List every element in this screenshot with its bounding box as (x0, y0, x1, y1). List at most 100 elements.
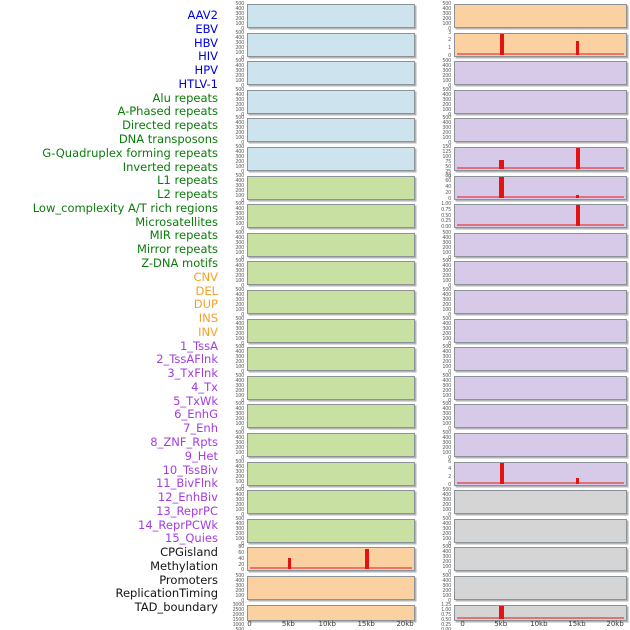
y-tick-label: 500 (235, 372, 244, 379)
track-panel-left-13 (247, 375, 415, 400)
track-panel-left-1 (247, 32, 415, 57)
y-tick-label: 60 (445, 178, 451, 185)
y-tick-label: 500 (442, 344, 451, 351)
y-tick-label: 400 (442, 349, 451, 356)
y-tick-label: 300 (442, 268, 451, 275)
y-tick-label: 500 (235, 144, 244, 150)
y-tick-label: 0 (241, 426, 244, 433)
y-tick-label: 300 (235, 354, 244, 361)
track-label: HIV (198, 49, 218, 64)
y-tick-label: 500 (442, 115, 451, 122)
y-tick-label: 0.75 (441, 206, 451, 213)
y-tick-labels: 500 400 300 200 100 0 (214, 258, 244, 290)
y-tick-label: 200 (235, 302, 244, 308)
y-tick-label: 500 (235, 573, 244, 579)
track-panel-right-9 (454, 261, 627, 286)
track-label: INV (198, 324, 218, 339)
y-tick-label: 400 (442, 406, 451, 413)
y-tick-label: 0 (448, 340, 451, 347)
y-tick-labels: 500 400 300 200 100 0 (421, 316, 451, 347)
y-tick-label: 500 (442, 258, 451, 265)
track-label: L2 repeats (157, 187, 218, 202)
y-tick-label: 400 (235, 120, 244, 127)
y-tick-label: 100 (235, 478, 244, 485)
y-tick-label: 50 (445, 164, 451, 170)
y-tick-label: 300 (235, 11, 244, 17)
y-tick-label: 400 (235, 349, 244, 356)
track-panel-right-1 (454, 32, 627, 57)
y-tick-labels: 500 400 300 200 100 0 (421, 87, 451, 117)
y-tick-label: 100 (442, 593, 451, 599)
track-panel-right-7 (454, 204, 627, 229)
track-label: Methylation (150, 558, 218, 573)
y-tick-label: 100 (442, 564, 451, 571)
y-tick-label: 300 (235, 211, 244, 218)
y-tick-label: 500 (442, 430, 451, 436)
baseline-density-trace (457, 224, 624, 227)
y-tick-label: 200 (442, 130, 451, 137)
y-tick-label: 1.00 (441, 606, 451, 613)
y-tick-label: 0.00 (441, 626, 451, 630)
y-tick-label: 500 (442, 544, 451, 551)
bar-spike (287, 557, 291, 570)
track-label: 4_Tx (191, 379, 218, 394)
baseline-density-trace (457, 195, 624, 198)
track-panel-left-3 (247, 89, 415, 114)
track-panel-right-6 (454, 175, 627, 200)
y-tick-labels: 500 400 300 200 100 0 (214, 230, 244, 260)
y-tick-label: 500 (235, 258, 244, 265)
y-tick-label: 500 (235, 58, 244, 65)
track-panel-left-19 (247, 547, 415, 572)
y-tick-label: 0 (241, 283, 244, 290)
y-tick-label: 500 (442, 1, 451, 7)
track-label: 5_TxWk (173, 393, 218, 408)
track-label: 11_BivFlnk (155, 476, 218, 491)
y-tick-label: 200 (442, 73, 451, 80)
y-tick-label: 2500 (232, 606, 244, 613)
y-tick-label: 200 (235, 330, 244, 337)
y-tick-label: 500 (442, 372, 451, 379)
y-tick-labels: 500 400 300 200 100 0 (421, 574, 451, 604)
y-tick-labels: 500 400 300 200 100 0 (214, 172, 244, 203)
y-tick-label: 300 (442, 554, 451, 561)
y-tick-label: 100 (235, 192, 244, 199)
track-label: EBV (195, 21, 218, 36)
track-panel-right-16 (454, 461, 627, 486)
track-label: HTLV-1 (178, 76, 218, 91)
y-tick-label: 1.25 (441, 601, 451, 608)
track-panel-right-19 (454, 547, 627, 572)
y-tick-labels: 500 400 300 200 100 0 (421, 516, 451, 546)
y-tick-label: 0 (448, 83, 451, 90)
track-label: DEL (195, 283, 218, 298)
y-tick-label: 400 (235, 91, 244, 98)
y-tick-labels: 1.25 1.00 0.75 0.50 0.25 0.00 (421, 601, 451, 630)
y-tick-label: 400 (442, 234, 451, 241)
y-tick-label: 0 (241, 455, 244, 461)
y-tick-labels: 500 400 300 200 100 0 (421, 59, 451, 90)
y-tick-label: 0 (448, 52, 451, 59)
y-tick-label: 3 (448, 29, 451, 36)
y-tick-label: 400 (442, 63, 451, 70)
y-tick-label: 400 (442, 292, 451, 298)
y-tick-label: 200 (442, 588, 451, 594)
y-tick-label: 3000 (232, 601, 244, 608)
y-tick-label: 200 (235, 530, 244, 537)
track-panel-left-14 (247, 404, 415, 429)
track-label: 8_ZNF_Rpts (150, 434, 218, 449)
y-tick-label: 500 (235, 172, 244, 179)
y-tick-label: 100 (442, 392, 451, 399)
y-tick-labels: 500 400 300 200 100 0 (214, 288, 244, 318)
track-panel-left-2 (247, 61, 415, 86)
y-tick-labels: 500 400 300 200 100 0 (421, 115, 451, 146)
y-tick-label: 100 (442, 249, 451, 256)
track-label: INS (198, 311, 218, 326)
y-tick-label: 300 (235, 468, 244, 475)
y-tick-label: 0 (241, 598, 244, 604)
y-tick-label: 1 (448, 44, 451, 51)
y-tick-label: 0 (448, 512, 451, 519)
y-tick-label: 100 (235, 78, 244, 85)
track-panel-right-8 (454, 232, 627, 257)
y-tick-label: 0.75 (441, 611, 451, 618)
y-tick-label: 400 (442, 377, 451, 384)
track-label: Inverted repeats (122, 159, 218, 174)
